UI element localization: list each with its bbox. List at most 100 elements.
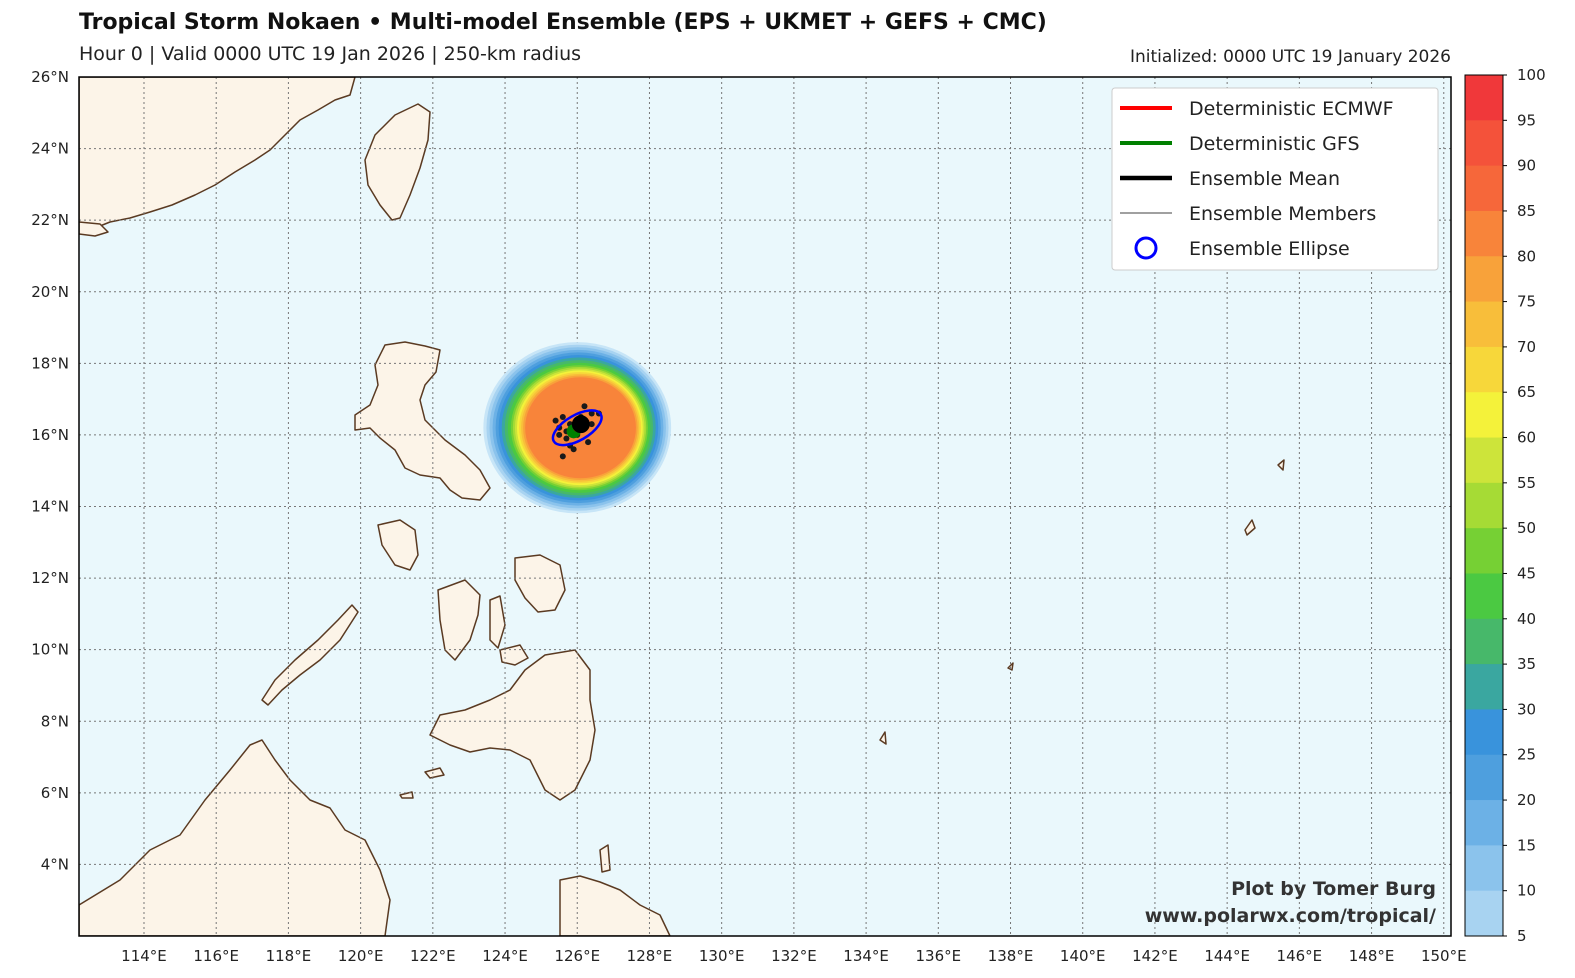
colorbar-segment — [1465, 437, 1503, 484]
colorbar-tick-label: 5 — [1517, 927, 1527, 945]
colorbar-segment — [1465, 664, 1503, 710]
ensemble-member-point — [588, 421, 595, 428]
colorbar-segment — [1465, 890, 1503, 937]
colorbar-segment — [1465, 800, 1503, 846]
colorbar-tick-label: 75 — [1517, 293, 1536, 311]
longitude-tick-label: 148°E — [1349, 947, 1395, 965]
colorbar-segment — [1465, 573, 1503, 620]
ensemble-member-point — [585, 439, 592, 446]
latitude-tick-label: 16°N — [31, 426, 69, 444]
small-island-c — [879, 731, 887, 745]
colorbar-tick-label: 70 — [1517, 338, 1536, 356]
latitude-tick-label: 22°N — [31, 211, 69, 229]
small-island-d — [1007, 662, 1014, 671]
map-frame — [78, 76, 1452, 937]
china-landmass — [79, 77, 356, 229]
colorbar-segment — [1465, 754, 1503, 801]
legend-box — [1111, 87, 1439, 271]
colorbar-segment — [1465, 165, 1503, 212]
map-title: Tropical Storm Nokaen • Multi-model Ense… — [79, 10, 1047, 35]
halmahera-island — [599, 844, 611, 873]
longitude-tick-label: 132°E — [771, 947, 817, 965]
taiwan-island — [364, 103, 431, 221]
small-island-f — [424, 767, 445, 779]
longitude-tick-label: 120°E — [338, 947, 384, 965]
longitude-tick-label: 150°E — [1421, 947, 1467, 965]
colorbar-segment — [1465, 709, 1503, 756]
colorbar-segment — [1465, 210, 1503, 257]
longitude-tick-label: 146°E — [1277, 947, 1323, 965]
graticule — [79, 77, 1451, 936]
longitude-tick-label: 114°E — [121, 947, 167, 965]
palawan-island — [261, 604, 359, 706]
colorbar-segment — [1465, 528, 1503, 574]
initialized-time: Initialized: 0000 UTC 19 January 2026 — [1130, 47, 1451, 67]
longitude-tick-label: 142°E — [1132, 947, 1178, 965]
latitude-tick-label: 26°N — [31, 68, 69, 86]
ensemble-member-point — [588, 410, 595, 417]
legend-gfs-label: Deterministic GFS — [1189, 133, 1360, 155]
small-island-e — [399, 791, 414, 799]
colorbar-tick-label: 30 — [1517, 700, 1536, 718]
colorbar-tick-labels: 100 95 90 85 80 75 70 65 60 55 50 45 40 35 30 25 20 15 10 5 — [1503, 66, 1546, 945]
hainan-island — [79, 221, 109, 237]
longitude-tick-label: 138°E — [988, 947, 1034, 965]
longitude-tick-label: 116°E — [193, 947, 239, 965]
colorbar-segment — [1465, 346, 1503, 393]
colorbar-tick-label: 95 — [1517, 111, 1536, 129]
sulawesi-tip — [559, 875, 671, 936]
colorbar-segment — [1465, 120, 1503, 167]
colorbar-segment — [1465, 392, 1503, 439]
mindanao-island — [429, 649, 596, 801]
borneo-island — [79, 739, 391, 936]
longitude-tick-label: 130°E — [699, 947, 745, 965]
latitude-tick-label: 10°N — [31, 641, 69, 659]
legend-mean-label: Ensemble Mean — [1189, 168, 1340, 190]
colorbar-tick-label: 100 — [1517, 66, 1546, 84]
legend-ellipse-label: Ensemble Ellipse — [1189, 238, 1350, 260]
ensemble-ellipse — [551, 409, 603, 447]
colorbar-tick-label: 55 — [1517, 474, 1536, 492]
colorbar-tick-label: 35 — [1517, 655, 1536, 673]
ensemble-member-point — [559, 414, 566, 421]
colorbar-segment — [1465, 618, 1503, 665]
longitude-tick-label: 118°E — [266, 947, 312, 965]
colorbar-tick-label: 15 — [1517, 836, 1536, 854]
longitude-tick-label: 124°E — [482, 947, 528, 965]
map-subtitle: Hour 0 | Valid 0000 UTC 19 Jan 2026 | 25… — [79, 43, 582, 65]
latitude-tick-label: 8°N — [41, 712, 69, 730]
longitude-tick-label: 122°E — [410, 947, 456, 965]
colorbar-tick-label: 25 — [1517, 746, 1536, 764]
colorbar-tick-label: 85 — [1517, 202, 1536, 220]
ensemble-member-point — [556, 431, 563, 438]
latitude-tick-label: 14°N — [31, 498, 69, 516]
mindoro-island — [377, 519, 419, 571]
colorbar-tick-label: 90 — [1517, 157, 1536, 175]
longitude-tick-label: 128°E — [627, 947, 673, 965]
legend-members-label: Ensemble Members — [1189, 203, 1376, 225]
credit-author: Plot by Tomer Burg — [1231, 878, 1436, 900]
latitude-tick-label: 18°N — [31, 354, 69, 372]
colorbar-tick-label: 10 — [1517, 882, 1536, 900]
ensemble-member-point — [570, 446, 577, 453]
longitude-labels: 114°E 116°E 118°E 120°E 122°E 124°E 126°E 128°E… — [121, 947, 1466, 965]
ensemble-member-point — [563, 435, 570, 442]
latitude-tick-label: 12°N — [31, 569, 69, 587]
colorbar-segment — [1465, 256, 1503, 303]
legend-ellipse-swatch — [1134, 236, 1158, 260]
colorbar-tick-label: 50 — [1517, 519, 1536, 537]
longitude-tick-label: 126°E — [554, 947, 600, 965]
probability-colorbar — [1465, 75, 1503, 937]
small-island-a — [1244, 519, 1256, 536]
ensemble-member-point — [581, 403, 588, 410]
colorbar-tick-label: 45 — [1517, 564, 1536, 582]
ensemble-mean-marker — [571, 415, 590, 434]
samar-island — [514, 554, 566, 613]
ensemble-member-point — [552, 417, 559, 424]
colorbar-tick-label: 80 — [1517, 247, 1536, 265]
colorbar-segment — [1465, 301, 1503, 348]
longitude-tick-label: 140°E — [1060, 947, 1106, 965]
ensemble-member-point — [559, 453, 566, 460]
visayas-islands — [437, 579, 481, 661]
